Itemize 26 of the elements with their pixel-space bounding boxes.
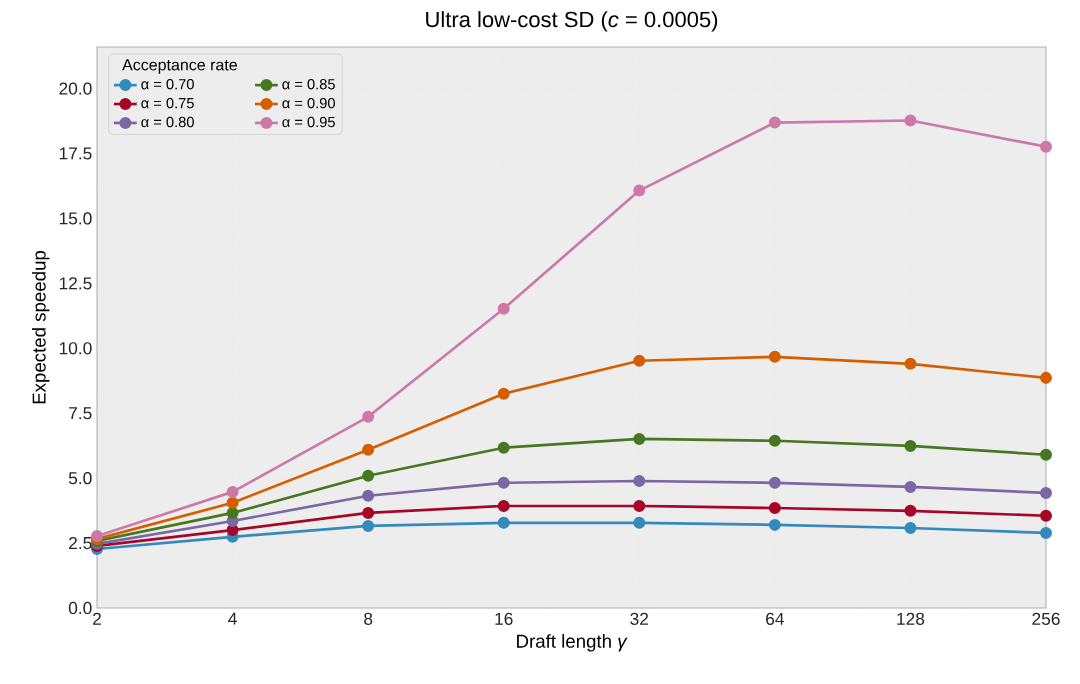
y-tick-label: 7.5 [69, 407, 92, 420]
legend-title: Acceptance rate [122, 59, 237, 74]
y-tick-label: 0.0 [68, 601, 92, 615]
legend-label: α = 0.80 [141, 116, 194, 128]
y-tick-label: 17.5 [59, 147, 92, 160]
y-tick-label: 12.5 [59, 277, 92, 290]
legend-label: α = 0.95 [282, 116, 335, 128]
x-tick-label: 32 [630, 612, 649, 625]
legend-label: α = 0.75 [141, 97, 194, 109]
y-tick-label: 5.0 [68, 471, 92, 485]
y-tick-label: 15.0 [59, 212, 92, 225]
chart-title: Ultra low-cost SD (c = 0.0005) [426, 11, 718, 32]
y-tick-label: 10.0 [59, 342, 92, 355]
x-tick-label: 128 [897, 612, 925, 625]
y-axis-title: Expected speedup [32, 250, 50, 404]
legend-label: α = 0.90 [282, 97, 335, 109]
legend-label: α = 0.70 [141, 79, 194, 90]
y-tick-label: 20.0 [59, 82, 92, 95]
x-tick-label: 64 [766, 612, 784, 625]
x-tick-label: 4 [228, 612, 237, 625]
x-tick-label: 2 [93, 612, 101, 625]
x-tick-label: 8 [364, 612, 373, 625]
x-tick-label: 16 [495, 612, 513, 625]
x-tick-label: 256 [1032, 612, 1060, 625]
legend-label: α = 0.85 [282, 79, 335, 90]
x-axis-title: Draft length γ [517, 634, 628, 652]
